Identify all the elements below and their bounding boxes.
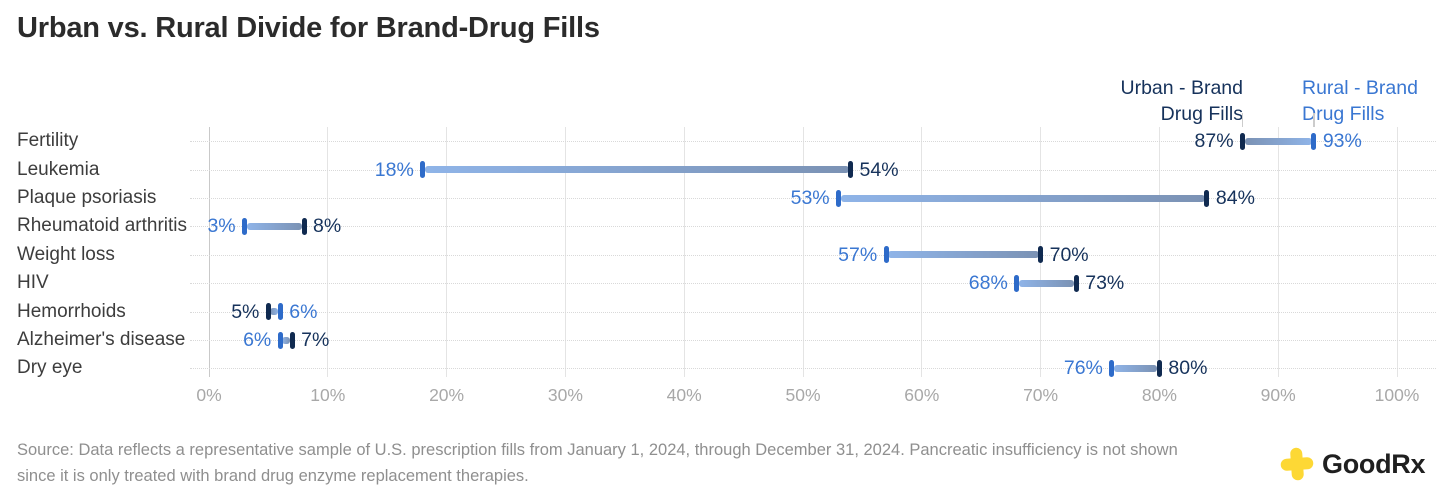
dumbbell-bar	[424, 166, 849, 174]
value-label: 84%	[1215, 187, 1255, 209]
dumbbell-bar	[840, 194, 1205, 202]
goodrx-logo: GoodRx	[1279, 446, 1426, 482]
value-label: 76%	[1063, 357, 1103, 380]
x-axis-tick-label: 90%	[1260, 385, 1296, 405]
value-label: 87%	[1194, 130, 1234, 153]
bar-endcap-left	[1240, 132, 1246, 150]
legend-leader-tick	[1241, 113, 1244, 127]
value-label: 80%	[1168, 357, 1208, 380]
category-label: Weight loss	[17, 243, 115, 265]
value-label: 6%	[243, 329, 272, 351]
bar-endcap-right	[848, 161, 854, 179]
dumbbell-bar	[1244, 137, 1312, 145]
dumbbell-bar	[888, 251, 1039, 259]
dumbbell-bar	[246, 222, 303, 230]
x-axis-tick-label: 0%	[196, 385, 222, 405]
x-axis-tick-label: 100%	[1374, 385, 1420, 405]
bar-endcap-right	[277, 303, 283, 321]
category-label: Alzheimer's disease	[17, 329, 186, 350]
gridline	[683, 127, 685, 377]
value-label: 68%	[968, 272, 1008, 295]
category-label: Fertility	[17, 130, 79, 152]
x-axis-tick-label: 10%	[310, 385, 346, 405]
gridline	[564, 127, 566, 377]
category-label: Dry eye	[17, 357, 83, 379]
category-label: Plaque psoriasis	[17, 187, 157, 208]
dumbbell-bar	[1113, 364, 1158, 372]
gridline	[327, 127, 329, 377]
value-label: 3%	[207, 215, 236, 238]
dumbbell-bar	[270, 308, 279, 316]
gridline	[1158, 127, 1160, 377]
row-gridline	[190, 254, 1436, 256]
source-note: Source: Data reflects a representative s…	[17, 438, 1257, 489]
bar-endcap-right	[289, 331, 295, 349]
category-label: Rheumatoid arthritis	[17, 215, 188, 237]
dumbbell-bar	[282, 336, 291, 344]
goodrx-cross-icon	[1280, 447, 1314, 481]
legend-leader-tick	[1313, 113, 1315, 127]
category-label: HIV	[17, 272, 49, 294]
chart-title: Urban vs. Rural Divide for Brand-Drug Fi…	[17, 12, 600, 44]
bar-endcap-right	[1073, 274, 1079, 292]
gridline	[1277, 127, 1279, 377]
legend-rural-label: Rural - Brand Drug Fills	[1302, 77, 1418, 125]
value-label: 73%	[1085, 272, 1125, 295]
source-line: Source: Data reflects a representative s…	[17, 441, 1178, 459]
value-label: 70%	[1049, 243, 1089, 266]
bar-endcap-left	[1109, 359, 1115, 377]
row-gridline	[190, 226, 1436, 228]
value-label: 93%	[1322, 130, 1362, 153]
bar-endcap-right	[301, 217, 307, 235]
row-gridline	[190, 198, 1436, 199]
value-label: 7%	[301, 329, 330, 351]
row-gridline	[190, 283, 1436, 285]
bar-endcap-right	[1204, 189, 1210, 207]
bar-endcap-left	[836, 189, 842, 207]
x-axis-tick-label: 20%	[429, 385, 465, 405]
value-label: 8%	[313, 215, 342, 238]
x-axis-tick-label: 30%	[547, 385, 583, 405]
row-gridline	[190, 311, 1436, 313]
bar-endcap-right	[1038, 246, 1044, 264]
bar-endcap-left	[1014, 274, 1020, 292]
bar-endcap-left	[883, 246, 889, 264]
gridline	[446, 127, 448, 377]
x-axis-tick-label: 70%	[1023, 385, 1059, 405]
source-line: since it is only treated with brand drug…	[17, 466, 529, 485]
bar-endcap-left	[242, 217, 248, 235]
x-axis-tick-label: 60%	[904, 385, 940, 405]
value-label: 53%	[790, 187, 830, 209]
bar-endcap-right	[1311, 132, 1317, 150]
row-gridline	[190, 141, 1436, 143]
value-label: 6%	[289, 300, 318, 323]
value-label: 54%	[859, 158, 899, 181]
x-axis-tick-label: 80%	[1141, 385, 1177, 405]
x-axis-tick-label: 40%	[666, 385, 702, 405]
row-gridline	[190, 368, 1436, 370]
gridline	[208, 127, 210, 377]
row-gridline	[190, 340, 1436, 341]
value-label: 18%	[374, 158, 414, 181]
dumbbell-bar	[1018, 279, 1075, 287]
goodrx-wordmark: GoodRx	[1322, 448, 1426, 479]
legend-urban-label: Urban - Brand Drug Fills	[1120, 77, 1243, 125]
bar-endcap-left	[265, 303, 271, 321]
x-axis-tick-label: 50%	[785, 385, 821, 405]
bar-endcap-right	[1156, 359, 1162, 377]
value-label: 5%	[231, 300, 260, 323]
category-label: Leukemia	[17, 158, 100, 180]
bar-endcap-left	[420, 161, 426, 179]
value-label: 57%	[838, 243, 878, 266]
gridline	[802, 127, 804, 377]
category-label: Hemorrhoids	[17, 300, 126, 322]
bar-endcap-left	[277, 331, 283, 349]
gridline	[1396, 127, 1398, 377]
